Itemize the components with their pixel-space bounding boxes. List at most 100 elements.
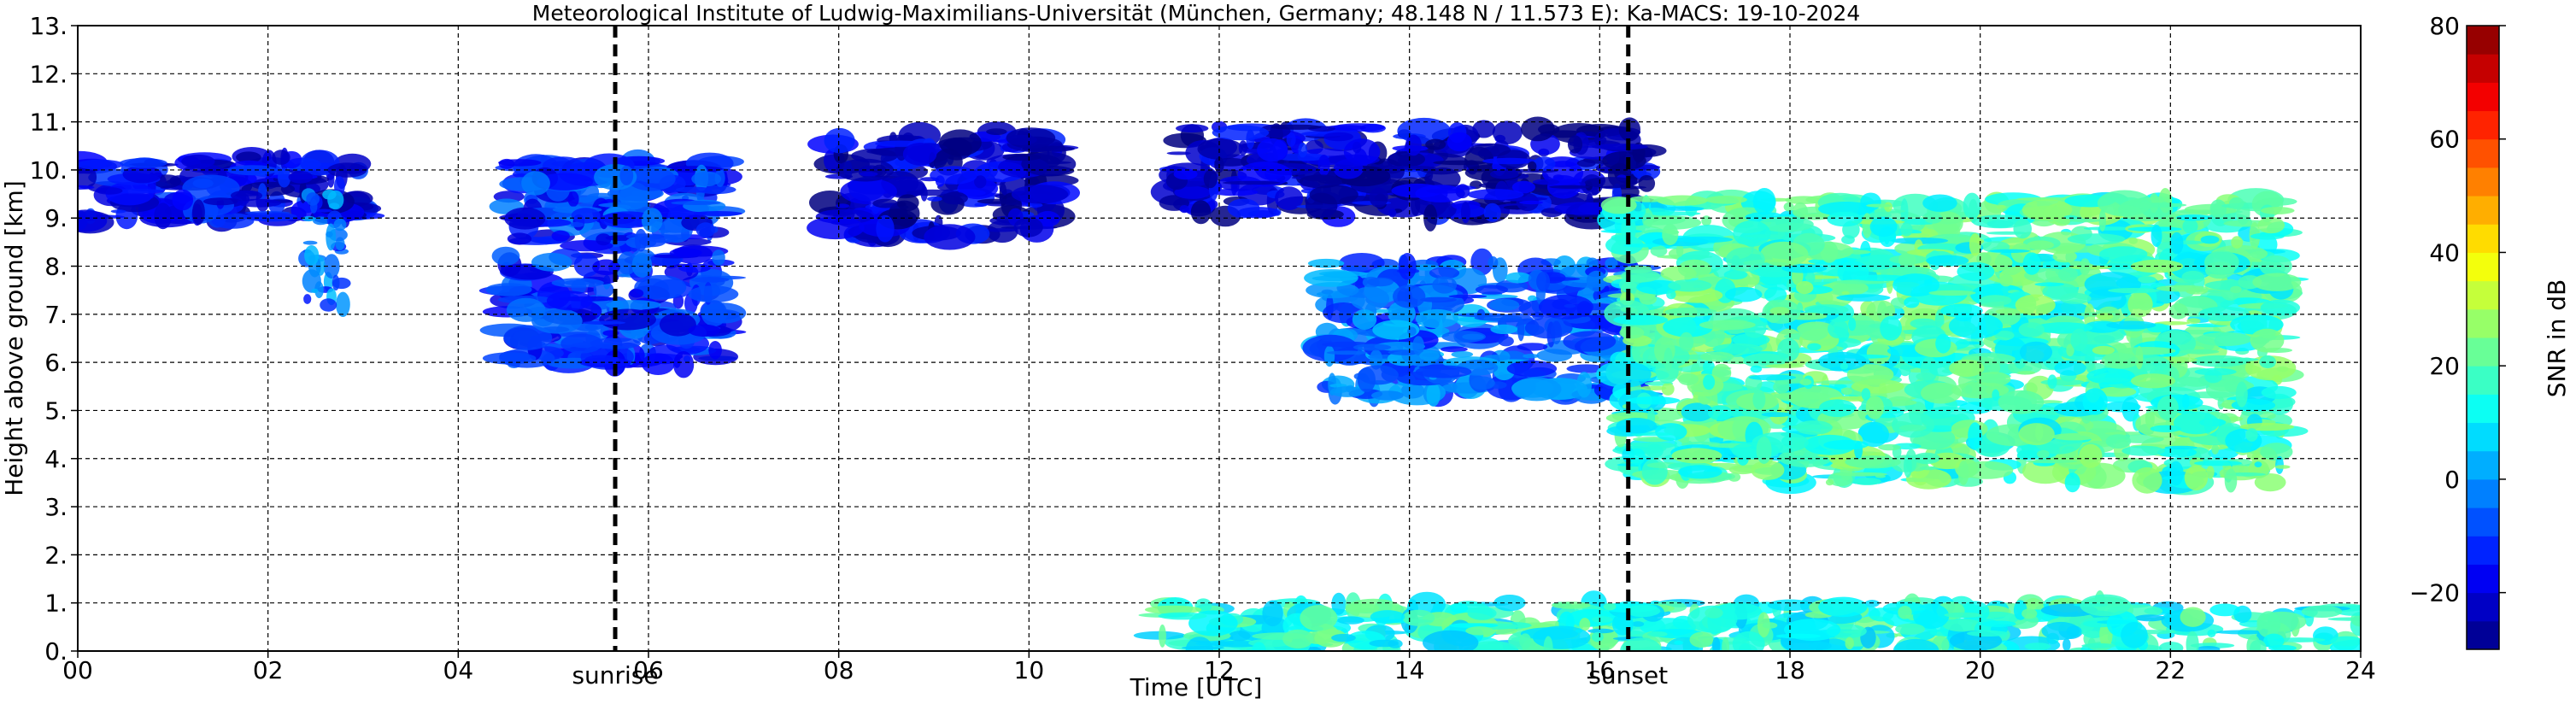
echo-cell	[1895, 623, 1926, 635]
sun-markers: sunrise sunset	[572, 26, 1668, 689]
echo-cell	[1566, 364, 1607, 373]
echo-cell	[1533, 156, 1556, 172]
echo-cell	[1935, 333, 1951, 354]
echo-cell	[2086, 367, 2135, 385]
echo-cell	[2117, 347, 2176, 355]
echo-cell	[690, 277, 730, 283]
echo-cell	[78, 185, 95, 190]
colorbar-band	[2467, 82, 2499, 112]
echo-cell	[2156, 285, 2209, 292]
echo-cell	[1732, 631, 1765, 651]
echo-cell	[1600, 197, 1637, 214]
echo-cell	[1596, 361, 1652, 388]
echo-cell	[1329, 386, 1365, 397]
echo-cell	[1446, 132, 1472, 152]
echo-cell	[1426, 382, 1441, 407]
echo-cell	[1869, 216, 1898, 238]
echo-cell	[1750, 365, 1763, 373]
echo-cell	[701, 300, 728, 327]
echo-cell	[1899, 425, 1927, 431]
colorbar-band	[2467, 252, 2499, 282]
echo-cell	[582, 320, 626, 325]
echo-cell	[2244, 355, 2297, 381]
echo-cell	[122, 165, 162, 184]
echo-cell	[2186, 631, 2199, 651]
echo-cell	[2150, 425, 2181, 432]
colorbar-band	[2467, 536, 2499, 565]
x-tick-label: 04	[443, 656, 474, 684]
x-tick-label: 14	[1394, 656, 1425, 684]
echo-cell	[1298, 143, 1307, 158]
echo-cell	[1857, 421, 1889, 448]
echo-cell	[1423, 204, 1438, 232]
echo-cell	[1818, 202, 1875, 217]
echo-cell	[2250, 328, 2285, 353]
echo-cell	[1943, 619, 1984, 632]
echo-cell	[326, 223, 337, 251]
echo-cell	[2260, 207, 2295, 214]
echo-cell	[110, 209, 126, 214]
echo-cell	[2250, 639, 2267, 651]
echo-cell	[2246, 449, 2261, 461]
echo-cell	[629, 289, 644, 298]
echo-cell	[1584, 177, 1638, 189]
echo-cell	[1331, 592, 1347, 615]
echo-cell	[673, 357, 681, 368]
echo-cell	[336, 291, 350, 317]
echo-cell	[1511, 377, 1562, 402]
echo-cell	[1309, 185, 1358, 205]
echo-cell	[2206, 466, 2215, 479]
echo-cell	[1185, 637, 1213, 651]
echo-cell	[1197, 138, 1243, 160]
echo-cell	[1528, 295, 1537, 302]
echo-cell	[1640, 385, 1667, 390]
echo-cell	[1173, 168, 1198, 180]
echo-cell	[2209, 603, 2240, 617]
colorbar-band	[2467, 478, 2499, 508]
echo-cell	[78, 165, 97, 190]
echo-cell	[1505, 272, 1532, 284]
echo-cell	[1760, 241, 1809, 267]
echo-cell	[78, 159, 124, 170]
echo-cell	[1677, 259, 1712, 279]
echo-cell	[896, 202, 907, 207]
echo-cell	[1270, 124, 1322, 130]
echo-cell	[2081, 642, 2116, 648]
y-tick-label: 6.	[44, 349, 67, 377]
echo-cell	[977, 198, 1017, 204]
echo-cell	[2063, 214, 2078, 220]
echo-cell	[1957, 261, 1995, 281]
echo-cell	[1899, 364, 1911, 377]
echo-cell	[1992, 389, 2000, 401]
echo-cell	[1670, 287, 1723, 303]
echo-cell	[2083, 226, 2135, 231]
y-tick-label: 5.	[44, 396, 67, 425]
y-axis-label: Height above ground [km]	[0, 180, 28, 496]
echo-cell	[1352, 141, 1362, 154]
echo-cell	[942, 191, 968, 205]
echo-cell	[322, 189, 337, 200]
x-tick-label: 18	[1775, 656, 1805, 684]
echo-cell	[2106, 320, 2156, 330]
echo-cell	[537, 173, 594, 191]
echo-cell	[669, 248, 702, 258]
echo-cell	[1699, 351, 1734, 362]
echo-cell	[1174, 185, 1211, 199]
echo-cell	[876, 214, 895, 243]
colorbar-band	[2467, 110, 2499, 140]
x-tick-label: 22	[2156, 656, 2186, 684]
colorbar-band	[2467, 507, 2499, 537]
echo-cell	[675, 186, 713, 193]
echo-cell	[2069, 218, 2101, 223]
colorbar-band	[2467, 620, 2499, 650]
echo-cell	[1333, 159, 1364, 179]
echo-cell	[1450, 603, 1469, 613]
colorbar-band	[2467, 564, 2499, 594]
echo-cell	[2151, 225, 2162, 247]
echo-cell	[1722, 637, 1729, 651]
echo-cell	[1893, 638, 1939, 651]
echo-cell	[2197, 331, 2253, 347]
echo-cell	[1647, 631, 1668, 637]
colorbar-band	[2467, 280, 2499, 310]
echo-cell	[1179, 205, 1189, 214]
